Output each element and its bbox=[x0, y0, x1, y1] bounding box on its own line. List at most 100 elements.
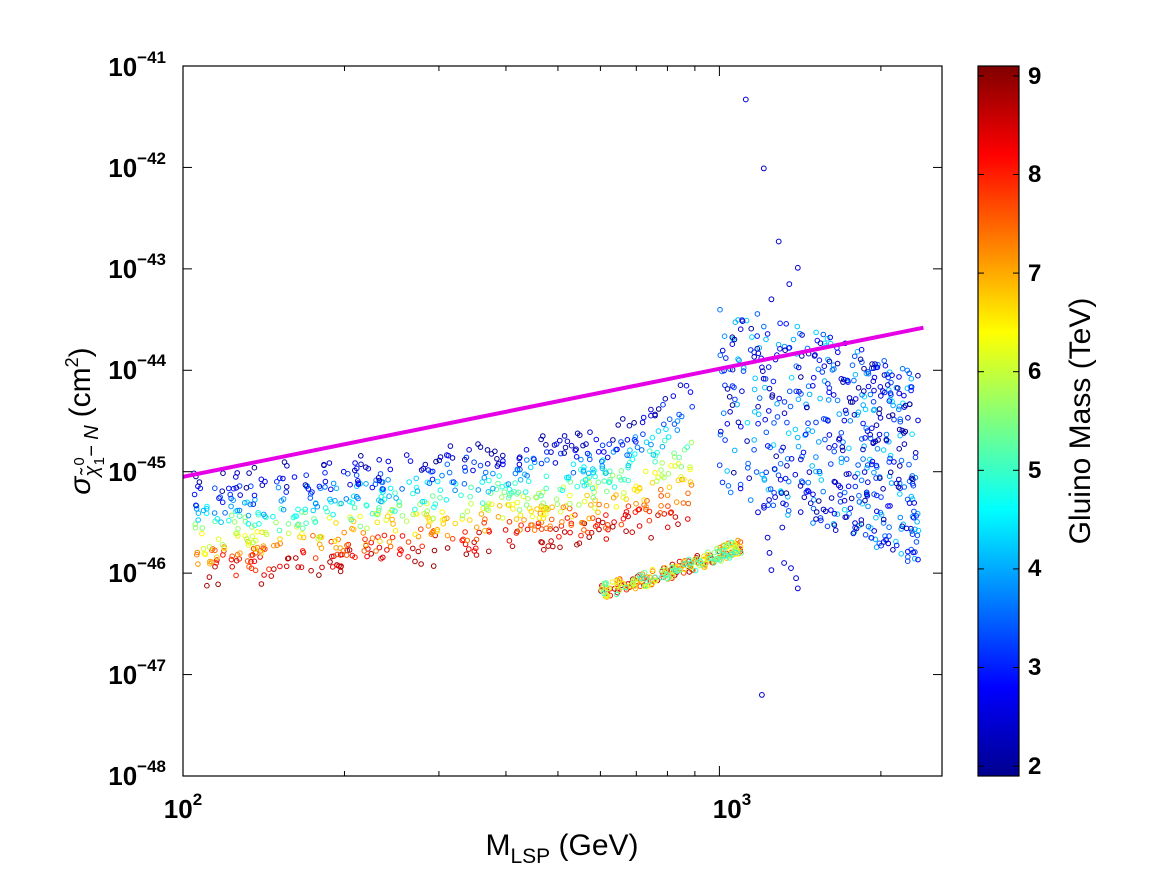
scatter-point bbox=[841, 489, 848, 496]
scatter-point bbox=[871, 374, 878, 381]
scatter-point bbox=[816, 468, 823, 475]
scatter-point bbox=[717, 352, 724, 359]
x-tick-labels: 102 103 bbox=[164, 790, 751, 824]
scatter-point bbox=[214, 554, 220, 561]
scatter-point bbox=[513, 530, 520, 536]
scatter-point bbox=[638, 447, 645, 453]
scatter-point bbox=[381, 532, 388, 539]
scatter-point bbox=[658, 486, 664, 493]
scatter-point bbox=[611, 519, 617, 525]
scatter-point bbox=[603, 536, 610, 542]
scatter-point bbox=[302, 506, 309, 513]
scatter-point bbox=[322, 484, 328, 490]
scatter-point bbox=[500, 458, 506, 464]
scatter-point bbox=[316, 483, 323, 490]
y-tick-label: 10−48 bbox=[108, 757, 166, 791]
scatter-point bbox=[582, 477, 589, 483]
scatter-point bbox=[858, 477, 865, 484]
scatter-point bbox=[262, 546, 268, 552]
scatter-point bbox=[618, 439, 624, 445]
colorbar bbox=[977, 65, 1020, 777]
scatter-point bbox=[661, 421, 667, 428]
scatter-point bbox=[777, 346, 783, 352]
scatter-point bbox=[357, 523, 364, 530]
scatter-point bbox=[379, 486, 386, 492]
scatter-point bbox=[731, 447, 738, 454]
scatter-point bbox=[797, 483, 804, 489]
scatter-point bbox=[505, 495, 512, 501]
scatter-point bbox=[412, 558, 418, 565]
scatter-point bbox=[869, 425, 875, 432]
scatter-point bbox=[639, 419, 646, 426]
scatter-point bbox=[618, 468, 625, 474]
scatter-point bbox=[293, 513, 300, 520]
scatter-point bbox=[912, 454, 919, 461]
scatter-point bbox=[820, 506, 827, 513]
scatter-point bbox=[211, 510, 218, 516]
scatter-point bbox=[524, 472, 530, 479]
scatter-point bbox=[759, 364, 765, 371]
scatter-point bbox=[375, 507, 382, 514]
scatter-point bbox=[865, 503, 871, 510]
scatter-point bbox=[285, 530, 292, 537]
scatter-point bbox=[330, 480, 337, 487]
scatter-point bbox=[439, 517, 446, 523]
scatter-point bbox=[333, 520, 339, 526]
scatter-point bbox=[629, 580, 636, 587]
scatter-point bbox=[596, 501, 602, 508]
scatter-point bbox=[901, 430, 907, 436]
scatter-point bbox=[781, 399, 788, 405]
scatter-point bbox=[570, 469, 577, 476]
scatter-point bbox=[452, 487, 458, 494]
scatter-point bbox=[543, 511, 549, 517]
scatter-point bbox=[410, 490, 416, 497]
scatter-point bbox=[369, 510, 376, 517]
scatter-point bbox=[777, 460, 784, 467]
scatter-point bbox=[727, 489, 734, 496]
scatter-point bbox=[862, 532, 869, 538]
scatter-point bbox=[803, 401, 809, 408]
scatter-point bbox=[200, 507, 207, 514]
scatter-point bbox=[653, 577, 659, 584]
scatter-point bbox=[665, 471, 672, 477]
scatter-point bbox=[797, 509, 804, 515]
scatter-point bbox=[906, 370, 913, 377]
scatter-point bbox=[263, 531, 270, 538]
scatter-point bbox=[777, 320, 783, 327]
scatter-point bbox=[234, 507, 241, 514]
scatter-point bbox=[915, 556, 921, 563]
scatter-point bbox=[661, 474, 667, 481]
scatter-point bbox=[912, 450, 919, 456]
scatter-point bbox=[754, 333, 761, 339]
scatter-point bbox=[739, 318, 746, 325]
scatter-point bbox=[548, 538, 554, 544]
plot-frame bbox=[182, 65, 943, 777]
scatter-point bbox=[618, 477, 624, 483]
scatter-point bbox=[390, 521, 396, 527]
scatter-point bbox=[723, 543, 730, 550]
scatter-point bbox=[798, 456, 804, 463]
scatter-point bbox=[658, 503, 664, 509]
scatter-point bbox=[298, 564, 305, 571]
scatter-point bbox=[801, 494, 808, 501]
scatter-point bbox=[564, 438, 571, 445]
scatter-point bbox=[873, 422, 880, 429]
scatter-point bbox=[652, 574, 658, 581]
scatter-point bbox=[316, 534, 323, 540]
scatter-point bbox=[525, 478, 532, 485]
scatter-point bbox=[277, 475, 283, 482]
scatter-point bbox=[805, 427, 811, 433]
scatter-point bbox=[601, 478, 608, 484]
scatter-point bbox=[605, 585, 611, 592]
scatter-point bbox=[283, 484, 290, 490]
scatter-point bbox=[884, 371, 890, 378]
scatter-point bbox=[302, 509, 309, 516]
scatter-point bbox=[312, 555, 319, 561]
scatter-point bbox=[319, 564, 325, 571]
y-tick-label: 10−47 bbox=[108, 656, 166, 690]
scatter-point bbox=[764, 331, 771, 337]
scatter-point bbox=[669, 565, 676, 571]
scatter-point bbox=[859, 436, 865, 442]
scatter-point bbox=[252, 546, 259, 552]
scatter-point bbox=[910, 549, 917, 556]
